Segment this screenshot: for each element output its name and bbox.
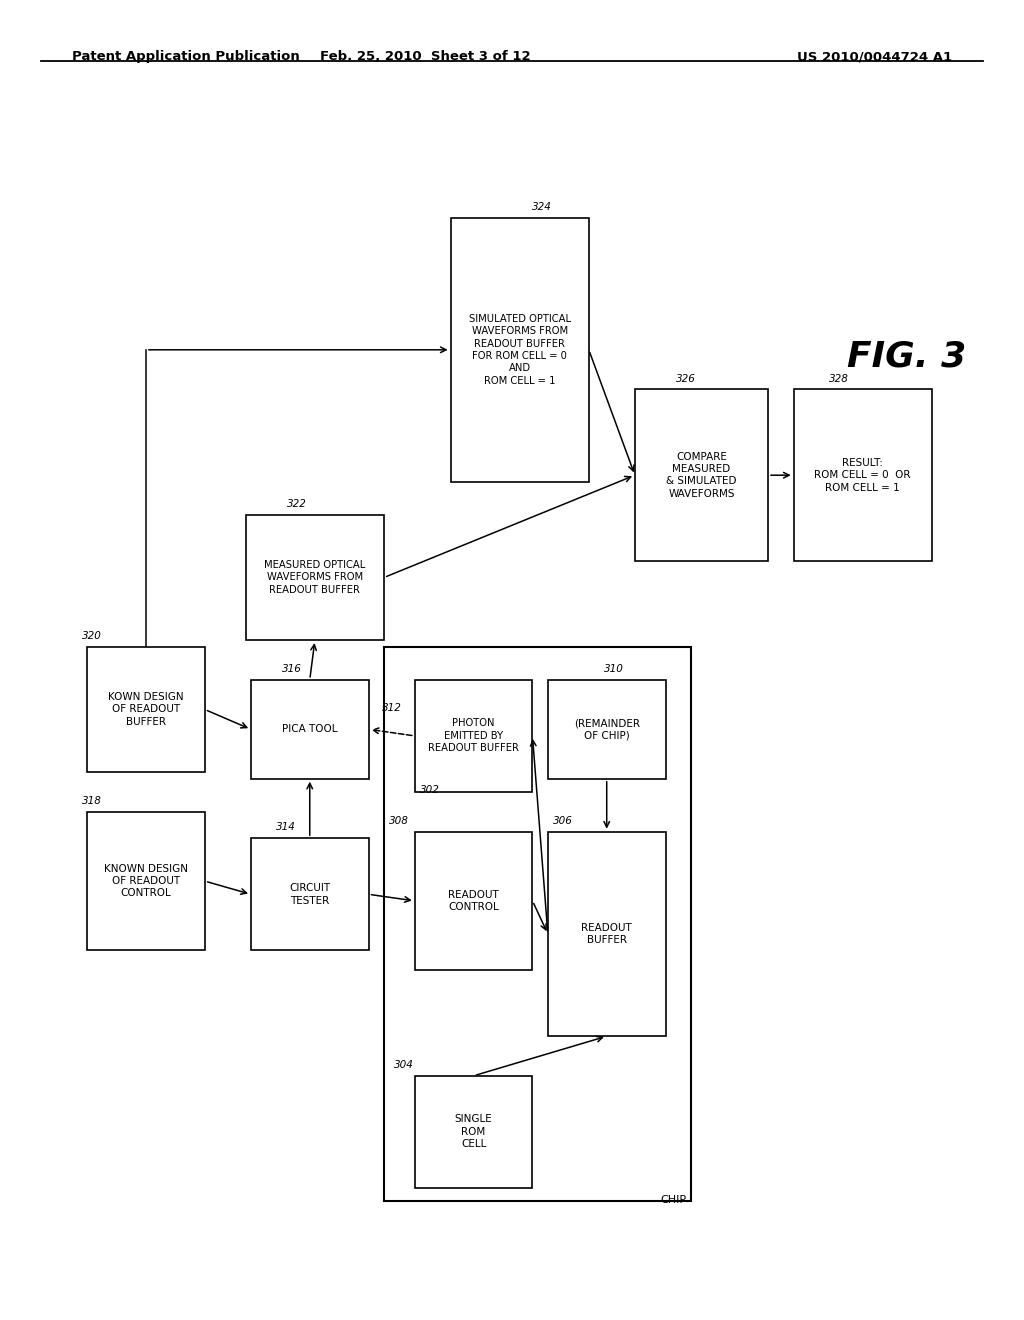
Text: PICA TOOL: PICA TOOL	[282, 725, 338, 734]
Text: 308: 308	[389, 816, 409, 826]
Bar	[635, 389, 768, 561]
Bar	[87, 812, 205, 950]
Text: 326: 326	[676, 374, 695, 384]
Bar	[251, 838, 369, 950]
Text: RESULT:
ROM CELL = 0  OR
ROM CELL = 1: RESULT: ROM CELL = 0 OR ROM CELL = 1	[814, 458, 911, 492]
Text: CHIP: CHIP	[659, 1195, 686, 1205]
Text: US 2010/0044724 A1: US 2010/0044724 A1	[798, 50, 952, 63]
Text: 302: 302	[420, 785, 439, 796]
Bar	[87, 647, 205, 772]
Text: 310: 310	[604, 664, 624, 675]
Text: COMPARE
MEASURED
& SIMULATED
WAVEFORMS: COMPARE MEASURED & SIMULATED WAVEFORMS	[667, 451, 736, 499]
Text: 324: 324	[532, 202, 552, 213]
Text: 322: 322	[287, 499, 306, 510]
Text: READOUT
BUFFER: READOUT BUFFER	[582, 923, 632, 945]
Text: 316: 316	[282, 664, 301, 675]
Text: PHOTON
EMITTED BY
READOUT BUFFER: PHOTON EMITTED BY READOUT BUFFER	[428, 718, 519, 754]
Bar	[384, 647, 691, 1201]
Text: CIRCUIT
TESTER: CIRCUIT TESTER	[289, 883, 331, 906]
Text: 312: 312	[382, 702, 401, 713]
Bar	[251, 680, 369, 779]
Text: 328: 328	[829, 374, 849, 384]
Text: Feb. 25, 2010  Sheet 3 of 12: Feb. 25, 2010 Sheet 3 of 12	[319, 50, 530, 63]
Text: KOWN DESIGN
OF READOUT
BUFFER: KOWN DESIGN OF READOUT BUFFER	[109, 692, 183, 727]
Text: 304: 304	[394, 1060, 414, 1071]
Text: 306: 306	[553, 816, 572, 826]
Text: 314: 314	[276, 822, 296, 833]
Text: FIG. 3: FIG. 3	[847, 339, 966, 374]
Text: SIMULATED OPTICAL
WAVEFORMS FROM
READOUT BUFFER
FOR ROM CELL = 0
AND
ROM CELL = : SIMULATED OPTICAL WAVEFORMS FROM READOUT…	[469, 314, 570, 385]
Bar	[794, 389, 932, 561]
Text: READOUT
CONTROL: READOUT CONTROL	[449, 890, 499, 912]
Bar	[415, 1076, 532, 1188]
Bar	[415, 832, 532, 970]
Bar	[415, 680, 532, 792]
Bar	[548, 680, 666, 779]
Bar	[451, 218, 589, 482]
Text: SINGLE
ROM
CELL: SINGLE ROM CELL	[455, 1114, 493, 1150]
Text: MEASURED OPTICAL
WAVEFORMS FROM
READOUT BUFFER: MEASURED OPTICAL WAVEFORMS FROM READOUT …	[264, 560, 366, 595]
Text: 318: 318	[82, 796, 101, 807]
Bar	[246, 515, 384, 640]
Text: 320: 320	[82, 631, 101, 642]
Bar	[548, 832, 666, 1036]
Text: KNOWN DESIGN
OF READOUT
CONTROL: KNOWN DESIGN OF READOUT CONTROL	[103, 863, 188, 899]
Text: Patent Application Publication: Patent Application Publication	[72, 50, 299, 63]
Text: (REMAINDER
OF CHIP): (REMAINDER OF CHIP)	[573, 718, 640, 741]
